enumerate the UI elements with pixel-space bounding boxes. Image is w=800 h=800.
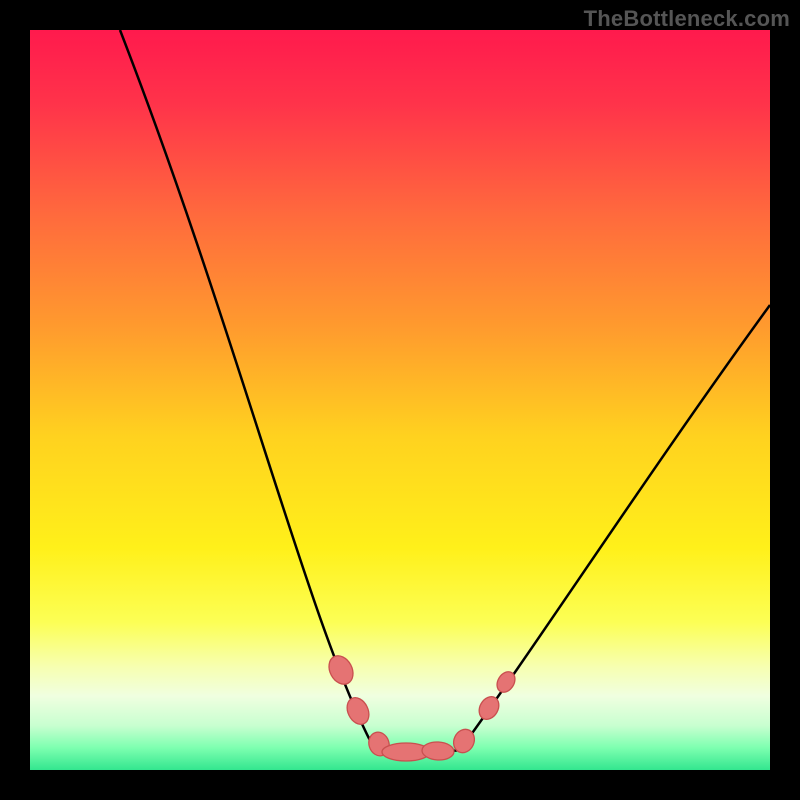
chart-svg: [30, 30, 770, 770]
chart-frame: TheBottleneck.com: [0, 0, 800, 800]
gradient-background: [30, 30, 770, 770]
plot-area: [30, 30, 770, 770]
watermark-text: TheBottleneck.com: [584, 6, 790, 32]
